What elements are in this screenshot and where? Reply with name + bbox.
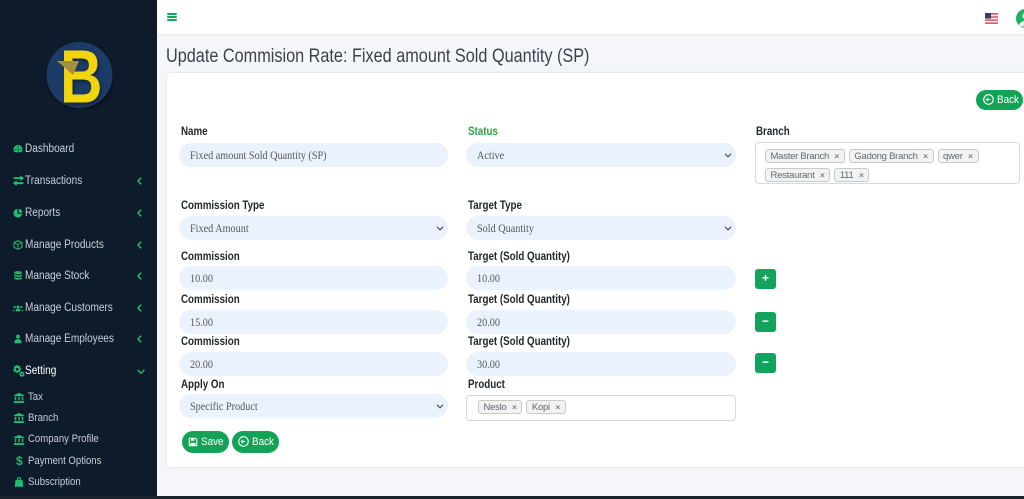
svg-text:B: B [60,41,102,109]
